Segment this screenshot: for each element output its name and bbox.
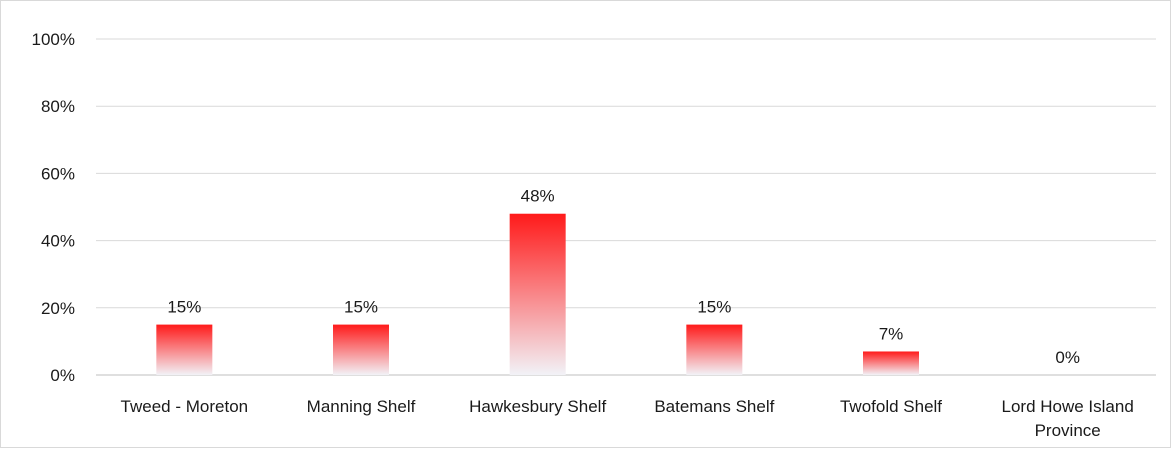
bar [509,213,566,375]
data-label: 48% [521,187,555,206]
y-tick-label: 80% [41,97,75,116]
y-tick-label: 60% [41,164,75,183]
category-label: Hawkesbury Shelf [469,397,606,416]
category-label: Twofold Shelf [840,397,942,416]
bar [863,351,919,375]
category-label: Tweed - Moreton [121,397,249,416]
y-axis-tick-labels: 0% 20% 40% 60% 80% 100% [32,30,75,385]
category-labels: Tweed - Moreton Manning Shelf Hawkesbury S… [121,397,1134,440]
data-label: 0% [1055,348,1080,367]
category-label: Batemans Shelf [654,397,774,416]
y-tick-label: 40% [41,232,75,251]
bar [333,324,389,375]
y-tick-label: 0% [50,366,75,385]
bars [156,213,919,375]
y-tick-label: 100% [32,30,75,49]
data-label: 7% [879,324,904,343]
category-label: Manning Shelf [307,397,416,416]
data-label: 15% [697,298,731,317]
category-label: Province [1035,421,1101,440]
data-label: 15% [167,298,201,317]
bar [156,324,213,375]
category-label: Lord Howe Island [1002,397,1134,416]
data-labels: 15% 15% 48% 15% 7% 0% [167,187,1080,367]
data-label: 15% [344,298,378,317]
bar [686,324,743,375]
gridlines [96,38,1156,376]
y-tick-label: 20% [41,299,75,318]
